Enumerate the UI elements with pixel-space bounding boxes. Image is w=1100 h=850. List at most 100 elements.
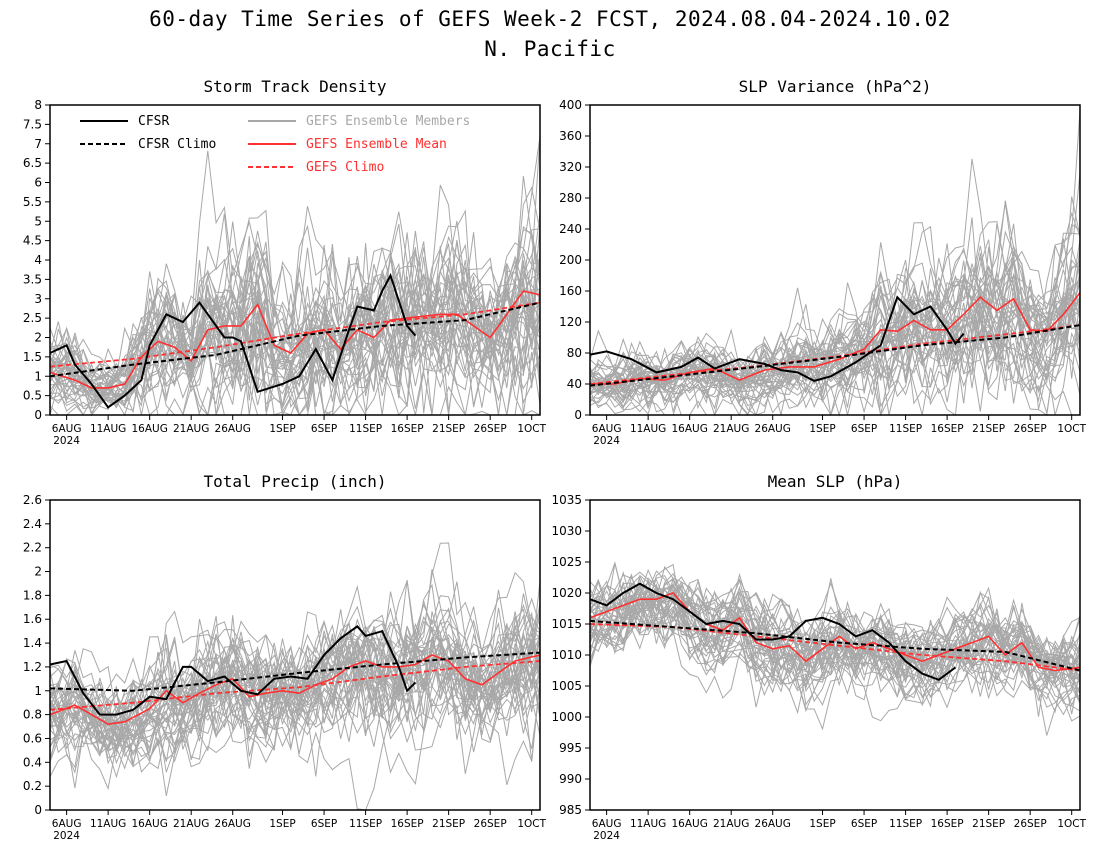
y-tick-label: 1 bbox=[34, 684, 42, 698]
x-tick-label: 26AUG bbox=[755, 818, 791, 830]
x-tick-label: 21SEP bbox=[972, 423, 1005, 435]
y-tick-label: 0 bbox=[34, 408, 42, 422]
ensemble-member-line bbox=[49, 213, 541, 417]
x-tick-label: 26AUG bbox=[215, 423, 251, 435]
cfsr-line bbox=[589, 582, 956, 681]
ensemble-members bbox=[49, 542, 541, 811]
ensemble-member-line bbox=[589, 259, 1081, 417]
y-tick-label: 995 bbox=[559, 741, 582, 755]
y-tick-label: 0.2 bbox=[23, 779, 42, 793]
y-tick-label: 120 bbox=[559, 315, 582, 329]
cfsr-line bbox=[589, 295, 965, 382]
ensemble-member-line bbox=[49, 273, 541, 416]
ensemble-member-line bbox=[589, 584, 1081, 690]
y-tick-label: 1.6 bbox=[23, 612, 42, 626]
x-year-label: 2024 bbox=[593, 830, 620, 842]
ensemble-member-line bbox=[589, 290, 1081, 416]
y-tick-label: 1035 bbox=[551, 493, 582, 507]
ensemble-member-line bbox=[49, 241, 541, 416]
x-tick-label: 6AUG bbox=[52, 423, 82, 435]
ensemble-members bbox=[589, 561, 1081, 736]
y-tick-label: 2.5 bbox=[23, 311, 42, 325]
y-tick-label: 1025 bbox=[551, 555, 582, 569]
y-tick-label: 320 bbox=[559, 160, 582, 174]
y-tick-label: 80 bbox=[567, 346, 582, 360]
y-tick-label: 3 bbox=[34, 292, 42, 306]
y-tick-label: 990 bbox=[559, 772, 582, 786]
ensemble-member-line bbox=[49, 223, 541, 416]
ensemble-member-line bbox=[589, 563, 1081, 685]
cfsr-climo-line bbox=[589, 324, 1081, 387]
x-year-label: 2024 bbox=[593, 435, 620, 447]
x-tick-label: 1SEP bbox=[809, 423, 835, 435]
gefs-climo-line bbox=[49, 301, 541, 368]
x-tick-label: 1SEP bbox=[269, 423, 295, 435]
x-tick-label: 16AUG bbox=[671, 423, 707, 435]
ensemble-members bbox=[589, 109, 1081, 417]
x-tick-label: 21AUG bbox=[173, 818, 209, 830]
y-tick-label: 1 bbox=[34, 369, 42, 383]
x-tick-label: 16SEP bbox=[931, 818, 964, 830]
ensemble-member-line bbox=[49, 241, 541, 416]
x-tick-label: 11SEP bbox=[349, 818, 382, 830]
ensemble-member-line bbox=[49, 264, 541, 416]
plot-frame bbox=[49, 499, 541, 811]
ensemble-member-line bbox=[589, 578, 1081, 669]
chart-panel-4: Mean SLP (hPa) 985 990 995 1000 1005 1010 1015 1… bbox=[551, 472, 1086, 842]
y-tick-label: 5 bbox=[34, 214, 42, 228]
y-tick-label: 1010 bbox=[551, 648, 582, 662]
legend-label-cfsr-climo: CFSR Climo bbox=[138, 137, 216, 152]
x-tick-label: 21SEP bbox=[432, 818, 465, 830]
y-tick-label: 0.6 bbox=[23, 731, 42, 745]
ensemble-member-line bbox=[49, 621, 541, 758]
x-tick-label: 26SEP bbox=[474, 818, 507, 830]
y-tick-label: 7.5 bbox=[23, 117, 42, 131]
panel-title: Total Precip (inch) bbox=[203, 472, 386, 491]
y-tick-label: 0.4 bbox=[23, 755, 42, 769]
y-tick-label: 5.5 bbox=[23, 195, 42, 209]
x-tick-label: 11AUG bbox=[90, 818, 126, 830]
ensemble-member-line bbox=[49, 272, 541, 414]
ensemble-member-line bbox=[589, 574, 1081, 697]
ensemble-member-line bbox=[49, 245, 541, 410]
ensemble-member-line bbox=[49, 569, 541, 768]
x-tick-label: 11AUG bbox=[630, 818, 666, 830]
figure-subtitle: N. Pacific bbox=[484, 37, 615, 61]
ensemble-members bbox=[49, 135, 541, 417]
legend-label-cfsr: CFSR bbox=[138, 114, 169, 129]
x-tick-label: 16AUG bbox=[131, 818, 167, 830]
ensemble-member-line bbox=[49, 611, 541, 762]
x-year-label: 2024 bbox=[53, 435, 80, 447]
ensemble-member-line bbox=[49, 581, 541, 777]
x-tick-label: 26SEP bbox=[1014, 818, 1047, 830]
panel-title: Storm Track Density bbox=[203, 77, 386, 96]
y-tick-label: 4 bbox=[34, 253, 42, 267]
y-tick-label: 1.5 bbox=[23, 350, 42, 364]
y-tick-label: 240 bbox=[559, 222, 582, 236]
x-tick-label: 1OCT bbox=[1057, 423, 1086, 435]
y-tick-label: 1030 bbox=[551, 524, 582, 538]
ensemble-member-line bbox=[589, 579, 1081, 715]
legend: CFSR CFSR Climo GEFS Ensemble Members GEFS … bbox=[80, 114, 470, 175]
x-tick-label: 26AUG bbox=[215, 818, 251, 830]
y-tick-label: 1015 bbox=[551, 617, 582, 631]
chart-panel-3: Total Precip (inch) 0 0.2 0.4 0.6 0.8 1 1.2 1.4 1… bbox=[23, 472, 547, 842]
x-tick-label: 26SEP bbox=[474, 423, 507, 435]
x-tick-label: 1OCT bbox=[517, 423, 546, 435]
y-tick-label: 1.4 bbox=[23, 636, 42, 650]
y-tick-label: 8 bbox=[34, 98, 42, 112]
y-tick-label: 1.2 bbox=[23, 660, 42, 674]
x-tick-label: 26SEP bbox=[1014, 423, 1047, 435]
ensemble-member-line bbox=[589, 617, 1081, 714]
y-tick-label: 7 bbox=[34, 137, 42, 151]
ensemble-member-line bbox=[49, 619, 541, 746]
y-tick-label: 0.8 bbox=[23, 708, 42, 722]
y-tick-label: 400 bbox=[559, 98, 582, 112]
y-tick-label: 4.5 bbox=[23, 234, 42, 248]
y-tick-label: 2.4 bbox=[23, 517, 42, 531]
x-tick-label: 16AUG bbox=[671, 818, 707, 830]
x-tick-label: 11SEP bbox=[889, 423, 922, 435]
legend-label-gefs-climo: GEFS Climo bbox=[306, 160, 384, 175]
x-tick-label: 6AUG bbox=[52, 818, 82, 830]
